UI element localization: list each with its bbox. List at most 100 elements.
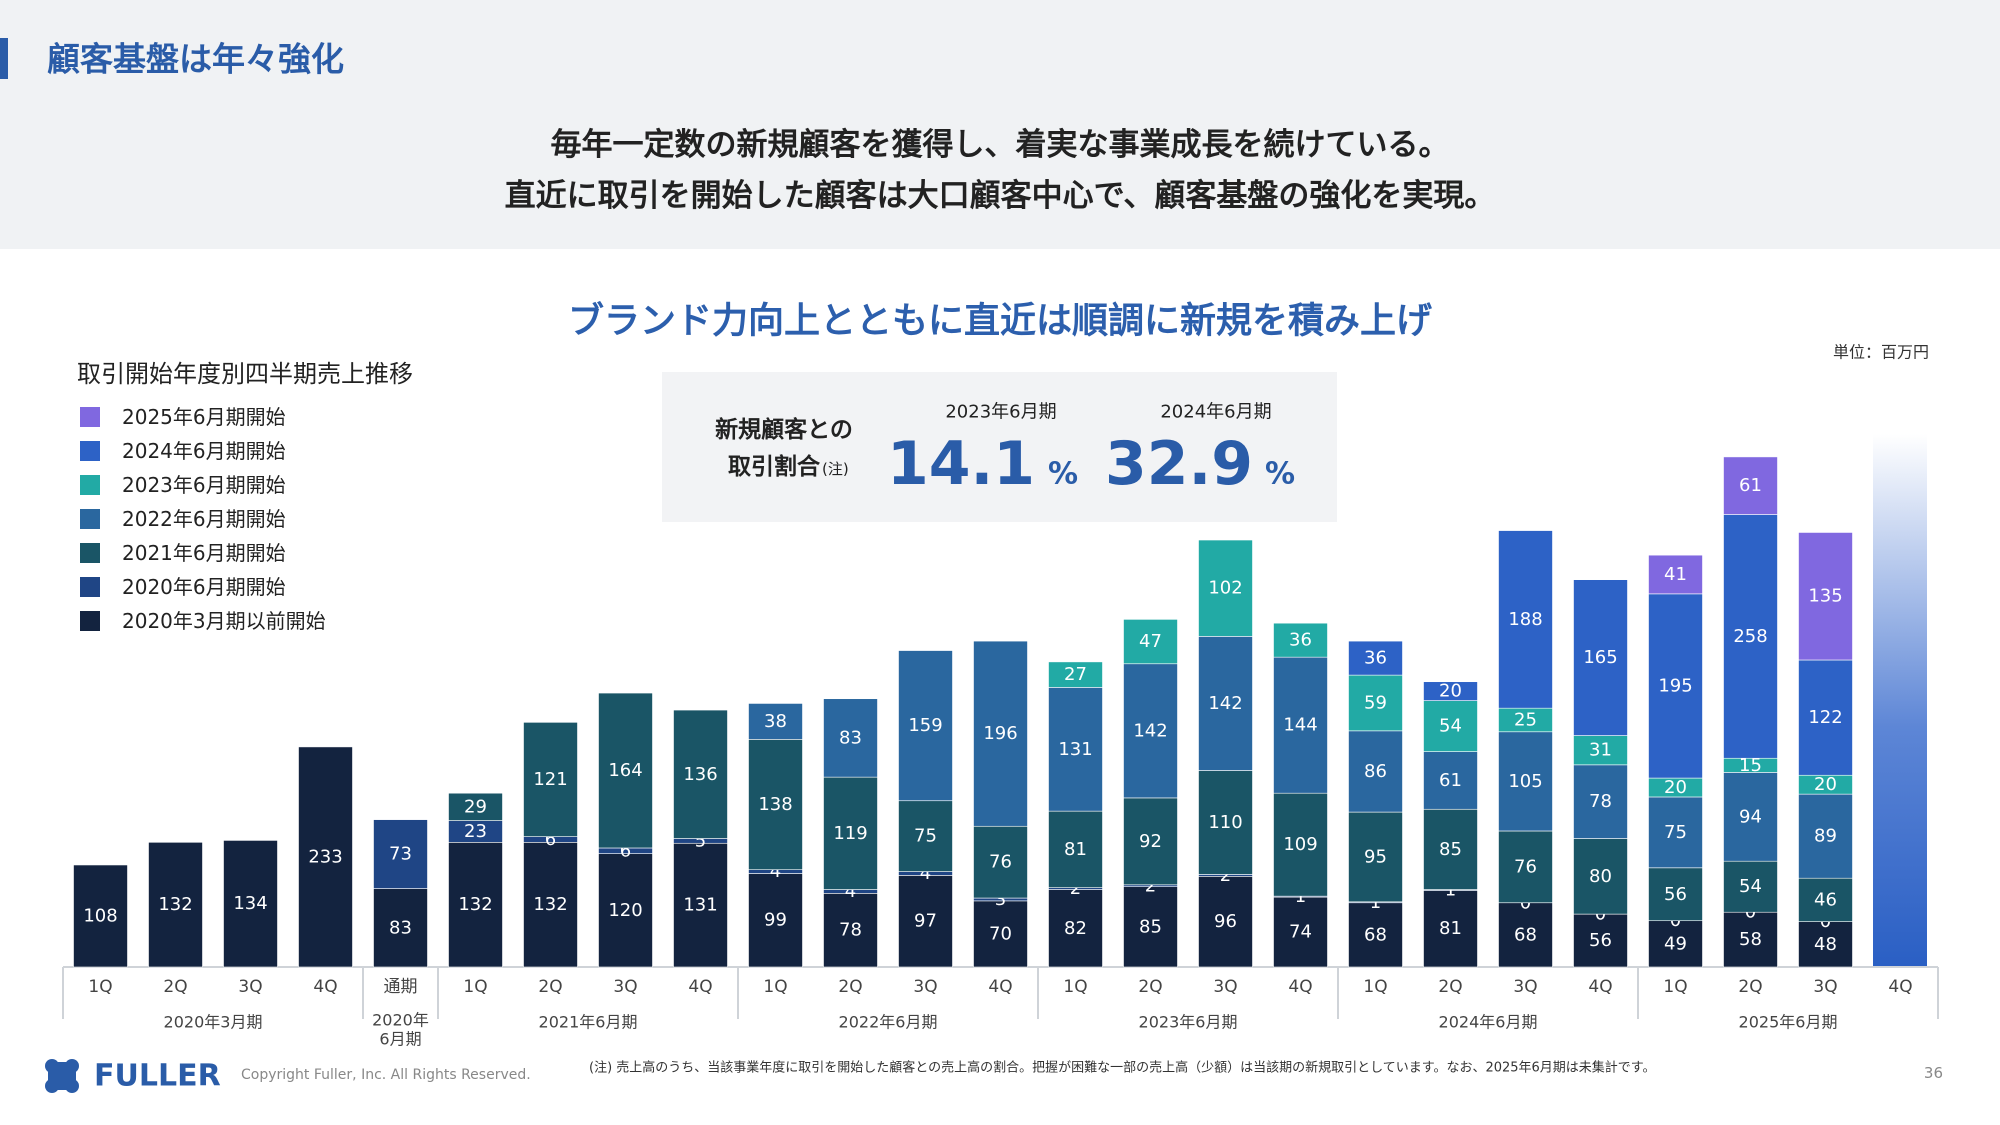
x-group-label: 2022年6月期 [839, 1013, 938, 1032]
data-label: 80 [1589, 866, 1612, 887]
bar-segment [1198, 876, 1253, 968]
data-label: 29 [464, 796, 487, 817]
data-label: 85 [1139, 916, 1162, 937]
data-label: 61 [1439, 770, 1462, 791]
page-number: 36 [1924, 1064, 1943, 1082]
bar-segment [1573, 838, 1628, 915]
bar-segment [1798, 532, 1853, 661]
data-label: 48 [1814, 934, 1837, 955]
data-label: 109 [1283, 834, 1317, 855]
bar-segment [673, 842, 728, 968]
data-label: 78 [1589, 791, 1612, 812]
x-tick-label: 4Q [988, 977, 1012, 997]
bar-segment [1648, 796, 1703, 869]
legend-label: 2025年6月期開始 [122, 405, 286, 429]
x-tick-label: 3Q [238, 977, 262, 997]
data-label: 6 [620, 840, 631, 861]
bar-segment [373, 819, 428, 889]
data-label: 15 [1739, 755, 1762, 776]
data-label: 135 [1808, 586, 1842, 607]
data-label: 56 [1589, 930, 1612, 951]
data-label: 27 [1064, 664, 1087, 685]
data-label: 131 [683, 895, 717, 916]
data-label: 165 [1583, 647, 1617, 668]
callout-value: 32.9 [1105, 429, 1253, 499]
data-label: 2 [1145, 875, 1156, 896]
data-label: 99 [764, 910, 787, 931]
data-label: 233 [308, 846, 342, 867]
x-tick-label: 4Q [688, 977, 712, 997]
bar-segment [973, 900, 1028, 968]
data-label: 70 [989, 923, 1012, 944]
data-label: 46 [1814, 889, 1837, 910]
data-label: 59 [1364, 692, 1387, 713]
data-label: 4 [770, 861, 781, 882]
x-tick-label: 2Q [538, 977, 562, 997]
x-group-label: 2020年3月期 [164, 1013, 263, 1032]
data-label: 38 [764, 711, 787, 732]
bar-segment [1573, 735, 1628, 766]
data-label: 20 [1664, 777, 1687, 798]
bar-segment [1723, 772, 1778, 862]
data-label: 4 [920, 863, 931, 884]
legend-swatch [80, 577, 100, 597]
legend-label: 2020年6月期開始 [122, 575, 286, 599]
data-label: 132 [458, 894, 492, 915]
callout-note-mark: (注) [822, 460, 849, 478]
data-label: 74 [1289, 922, 1312, 943]
data-label: 132 [158, 894, 192, 915]
bar-segment [1723, 514, 1778, 759]
bar-segment [898, 650, 953, 802]
bar-segment [598, 853, 653, 968]
bar-segment [223, 840, 278, 968]
bar-segment [1048, 889, 1103, 968]
data-label: 95 [1364, 846, 1387, 867]
data-label: 108 [83, 905, 117, 926]
bar-segment [1423, 808, 1478, 890]
data-label: 3 [995, 889, 1006, 910]
data-label: 83 [839, 727, 862, 748]
legend-label: 2023年6月期開始 [122, 473, 286, 497]
bar-segment [598, 692, 653, 849]
data-label: 1 [1370, 892, 1381, 913]
bar-segment [148, 842, 203, 968]
data-label: 142 [1208, 693, 1242, 714]
data-label: 92 [1139, 831, 1162, 852]
x-group-label: 2020年 6月期 [372, 1010, 429, 1048]
data-label: 138 [758, 794, 792, 815]
x-tick-label: 1Q [1663, 977, 1687, 997]
x-tick-label: 2Q [163, 977, 187, 997]
footnote: (注) 売上高のうち、当該事業年度に取引を開始した顧客との売上高の割合。把握が困… [589, 1060, 1656, 1076]
bar-segment [73, 864, 128, 968]
bar-segment [973, 825, 1028, 899]
x-tick-label: 2Q [1138, 977, 1162, 997]
legend-label: 2024年6月期開始 [122, 439, 286, 463]
data-label: 5 [695, 830, 706, 851]
data-label: 122 [1808, 707, 1842, 728]
logo-icon [45, 1059, 79, 1093]
x-tick-label: 2Q [838, 977, 862, 997]
data-label: 47 [1139, 631, 1162, 652]
data-label: 68 [1364, 924, 1387, 945]
data-label: 1 [1445, 880, 1456, 901]
callout-value: 14.1 [887, 429, 1035, 499]
x-tick-label: 1Q [1063, 977, 1087, 997]
x-tick-label: 1Q [1363, 977, 1387, 997]
bar-segment [1723, 456, 1778, 515]
data-label: 102 [1208, 578, 1242, 599]
data-label: 119 [833, 823, 867, 844]
logo-text: FULLER [94, 1059, 221, 1094]
data-label: 85 [1439, 839, 1462, 860]
data-label: 83 [389, 917, 412, 938]
data-label: 20 [1439, 681, 1462, 702]
legend-label: 2021年6月期開始 [122, 541, 286, 565]
callout-period: 2023年6月期 [945, 402, 1056, 423]
data-label: 36 [1289, 630, 1312, 651]
data-label: 6 [545, 829, 556, 850]
x-tick-label: 4Q [1288, 977, 1312, 997]
x-group-label: 2024年6月期 [1439, 1013, 1538, 1032]
data-label: 86 [1364, 761, 1387, 782]
legend-swatch [80, 441, 100, 461]
bar-segment [298, 746, 353, 968]
